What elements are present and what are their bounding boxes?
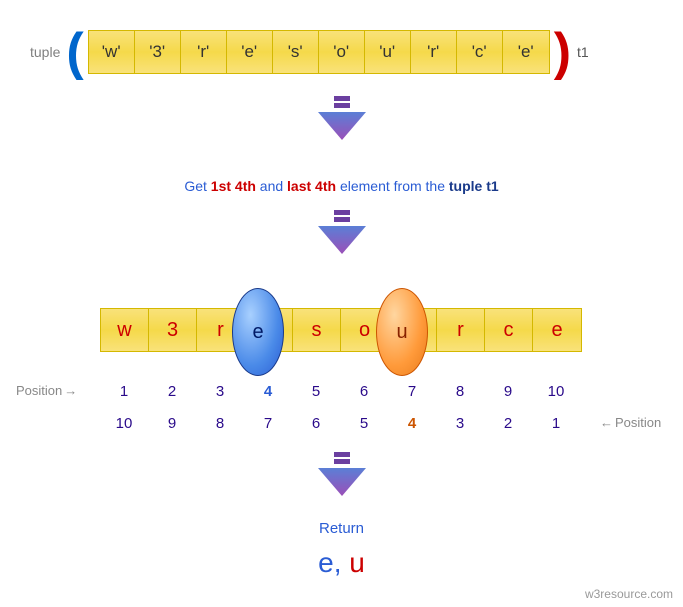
- tuple-cell: 'r': [181, 31, 227, 73]
- pos-backward: 9: [148, 415, 196, 432]
- pos-forward: 1: [100, 383, 148, 400]
- char-row: w 3 r e s o u r c e: [100, 308, 582, 352]
- pos-backward: 3: [436, 415, 484, 432]
- pos-forward: 10: [532, 383, 580, 400]
- tuple-keyword: tuple: [30, 44, 60, 60]
- position-label-text: Position: [615, 415, 661, 430]
- return-block: Return e, u: [0, 520, 683, 579]
- pos-forward: 2: [148, 383, 196, 400]
- pos-forward: 3: [196, 383, 244, 400]
- char-cell: c: [485, 309, 533, 351]
- instruction-part: element from the: [336, 178, 449, 194]
- return-sep: ,: [334, 547, 350, 578]
- char-cell: w: [101, 309, 149, 351]
- return-val-1: e: [318, 547, 334, 578]
- pos-forward: 9: [484, 383, 532, 400]
- tuple-var-name: t1: [577, 44, 589, 60]
- pos-backward: 6: [292, 415, 340, 432]
- tuple-cell: 'o': [319, 31, 365, 73]
- char-cell: e: [533, 309, 581, 351]
- instruction-part: and: [256, 178, 287, 194]
- return-values: e, u: [0, 547, 683, 579]
- pos-backward: 8: [196, 415, 244, 432]
- arrow-down-icon: [316, 96, 368, 142]
- tuple-cells: 'w' '3' 'r' 'e' 's' 'o' 'u' 'r' 'c' 'e': [88, 30, 550, 74]
- diagram-container: tuple ( 'w' '3' 'r' 'e' 's' 'o' 'u' 'r' …: [0, 0, 683, 607]
- pos-forward: 5: [292, 383, 340, 400]
- arrow-left-icon: ←: [600, 415, 613, 430]
- pos-backward: 7: [244, 415, 292, 432]
- tuple-cell: 'r': [411, 31, 457, 73]
- instruction-part: Get: [184, 178, 210, 194]
- instruction-last-4th: last 4th: [287, 178, 336, 194]
- position-forward-row: 1 2 3 4 5 6 7 8 9 10: [100, 383, 580, 400]
- instruction-text: Get 1st 4th and last 4th element from th…: [0, 178, 683, 194]
- highlight-ellipse-last-4th: u: [376, 288, 428, 376]
- char-cell: s: [293, 309, 341, 351]
- pos-forward: 8: [436, 383, 484, 400]
- pos-backward: 10: [100, 415, 148, 432]
- tuple-cell: 'e': [503, 31, 549, 73]
- arrow-down-icon: [316, 210, 368, 256]
- tuple-cell: 'c': [457, 31, 503, 73]
- tuple-definition-row: tuple ( 'w' '3' 'r' 'e' 's' 'o' 'u' 'r' …: [30, 30, 589, 74]
- position-label-left: Position →: [16, 383, 77, 398]
- tuple-cell: 'u': [365, 31, 411, 73]
- highlight-ellipse-first-4th: e: [232, 288, 284, 376]
- char-cell: r: [437, 309, 485, 351]
- pos-forward-highlight: 4: [244, 383, 292, 400]
- position-backward-row: 10 9 8 7 6 5 4 3 2 1: [100, 415, 580, 432]
- pos-forward: 6: [340, 383, 388, 400]
- instruction-first-4th: 1st 4th: [211, 178, 256, 194]
- return-label: Return: [0, 520, 683, 537]
- paren-left: (: [66, 31, 83, 73]
- arrow-right-icon: →: [64, 383, 77, 398]
- pos-backward: 1: [532, 415, 580, 432]
- char-cell: 3: [149, 309, 197, 351]
- watermark: w3resource.com: [585, 587, 673, 601]
- tuple-cell: 'e': [227, 31, 273, 73]
- return-val-2: u: [349, 547, 365, 578]
- pos-backward: 5: [340, 415, 388, 432]
- instruction-tuple-ref: tuple t1: [449, 178, 499, 194]
- highlight-char-u: u: [396, 321, 407, 344]
- tuple-cell: '3': [135, 31, 181, 73]
- char-cells: w 3 r e s o u r c e: [100, 308, 582, 352]
- tuple-cell: 's': [273, 31, 319, 73]
- paren-right: ): [554, 31, 571, 73]
- highlight-char-e: e: [252, 321, 263, 344]
- pos-backward-highlight: 4: [388, 415, 436, 432]
- arrow-down-icon: [316, 452, 368, 498]
- pos-backward: 2: [484, 415, 532, 432]
- pos-forward: 7: [388, 383, 436, 400]
- position-label-right: ← Position: [600, 415, 661, 430]
- tuple-cell: 'w': [89, 31, 135, 73]
- position-label-text: Position: [16, 383, 62, 398]
